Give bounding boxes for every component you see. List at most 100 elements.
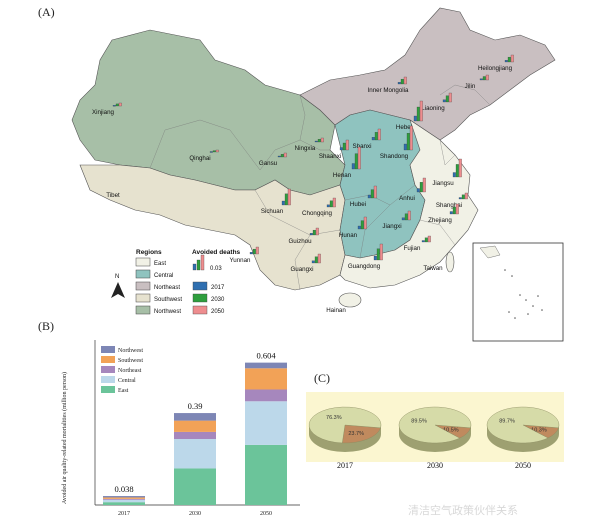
pie-year-2050: 2050 — [515, 461, 531, 470]
legend-label-southwest: Southwest — [118, 358, 143, 364]
province-bar-sichuan-2017 — [281, 200, 285, 206]
province-bar-sichuan-2050 — [287, 188, 291, 206]
province-label-sichuan: Sichuan — [261, 208, 284, 215]
province-bar-shanghai-2050 — [464, 192, 468, 200]
province-bar-henan-2017 — [351, 163, 355, 170]
year-legend-items: 2017 2030 2050 — [192, 281, 225, 315]
regions-legend-title: Regions — [136, 249, 162, 256]
bar-central-2030 — [174, 439, 216, 469]
province-label-shaanxi: Shaanxi — [319, 153, 341, 160]
region-swatch-east — [135, 257, 151, 267]
pie-year-2030: 2030 — [427, 461, 443, 470]
province-bar-ningxia-2017 — [314, 140, 318, 143]
region-label-east: East — [154, 261, 166, 267]
pie-label-2050-1: 10.3% — [531, 428, 547, 434]
province-bar-fujian-2050 — [427, 235, 431, 243]
svg-text:N: N — [115, 274, 119, 280]
pie-charts: 23.7% 76.3% 2017 10.5% 89.5% 2030 10.3% 89.7% 20… — [308, 406, 560, 470]
region-swatch-southwest — [135, 293, 151, 303]
province-bar-liaoning-2030 — [445, 95, 449, 103]
province-bar-hebei-2017 — [413, 115, 417, 122]
province-label-yunnan: Yunnan — [230, 257, 252, 264]
avoided-scale-symbol — [192, 254, 205, 271]
province-bar-anhui-2017 — [416, 188, 420, 193]
region-swatch-central — [135, 269, 151, 279]
province-bar-hunan-2017 — [357, 225, 361, 230]
bar-east-2030 — [174, 468, 216, 505]
province-bar-guangdong-2050 — [379, 243, 383, 261]
province-bar-guangdong-2030 — [376, 248, 380, 261]
panel-label-b: (B) — [38, 319, 54, 333]
bar-northeast-2017 — [103, 498, 145, 500]
province-bar-gansu-2030 — [280, 154, 284, 158]
province-bar-gansu-2050 — [283, 152, 287, 158]
pie-slice-2017-1 — [342, 424, 381, 444]
province-bar-jiangsu-2050 — [458, 158, 462, 178]
province-label-guizhou: Guizhou — [288, 238, 312, 245]
province-label-hunan: Hunan — [339, 232, 358, 239]
province-bar-hunan-2050 — [363, 216, 367, 230]
region-swatch-northwest — [135, 305, 151, 315]
province-bar-guangxi-2030 — [314, 256, 318, 264]
region-label-northeast: Northeast — [154, 285, 180, 291]
province-bar-qinghai-2017 — [209, 151, 213, 153]
x-tick-2050: 2050 — [260, 511, 272, 517]
province-bar-inner-mongolia-2030 — [400, 78, 404, 85]
province-bar-liaoning-2017 — [442, 99, 446, 103]
province-bar-hubei-2030 — [370, 189, 374, 199]
province-label-shanghai: Shanghai — [436, 202, 462, 209]
pie-year-2017: 2017 — [337, 461, 353, 470]
province-bar-guizhou-2030 — [312, 229, 316, 236]
bar-legend: Northwest Southwest Northeast Central East — [101, 346, 143, 394]
province-bar-fujian-2030 — [424, 237, 428, 243]
province-bar-anhui-2050 — [422, 177, 426, 193]
province-bar-anhui-2030 — [419, 182, 423, 193]
avoided-deaths-legend-title: Avoided deaths — [192, 249, 241, 256]
bar-southwest-2030 — [174, 420, 216, 432]
province-bar-jiangxi-2017 — [401, 217, 405, 221]
province-label-taiwan: Taiwan — [423, 265, 443, 272]
province-label-guangdong: Guangdong — [348, 263, 381, 270]
province-bar-shaanxi-2030 — [342, 142, 346, 151]
pie-label-2030-1: 10.5% — [443, 428, 459, 434]
pie-label-2017-0: 76.3% — [326, 415, 342, 421]
province-bar-heilongjiang-2030 — [507, 56, 511, 63]
bar-northwest-2017 — [103, 496, 145, 498]
province-bar-henan-2030 — [354, 153, 358, 170]
x-tick-2017: 2017 — [118, 511, 130, 517]
bar-east-2050 — [245, 444, 287, 505]
province-bar-henan-2050 — [357, 146, 361, 170]
province-label-hubei: Hubei — [350, 201, 366, 208]
year-label-2030: 2030 — [211, 297, 225, 303]
province-bar-hubei-2050 — [373, 185, 377, 199]
province-bar-hebei-2050 — [419, 100, 423, 122]
province-bar-shanxi-2030 — [374, 132, 378, 141]
province-bar-hunan-2030 — [360, 220, 364, 230]
province-bar-guizhou-2050 — [315, 227, 319, 236]
province-bar-jiangsu-2017 — [452, 172, 456, 178]
south-china-sea-inset — [472, 242, 564, 342]
province-label-zhejiang: Zhejiang — [428, 217, 452, 224]
province-label-xinjiang: Xinjiang — [92, 109, 115, 116]
bar-northeast-2030 — [174, 431, 216, 439]
province-bar-guangxi-2017 — [311, 260, 315, 264]
province-label-gansu: Gansu — [259, 160, 278, 167]
bar-northwest-2050 — [245, 362, 287, 369]
province-label-hebei: Hebei — [396, 124, 412, 131]
pie-label-2017-1: 23.7% — [348, 431, 364, 437]
bar-total-2017: 0.038 — [114, 484, 133, 494]
hainan-island — [338, 292, 362, 308]
legend-label-northeast: Northeast — [118, 368, 142, 374]
province-bar-shandong-2050 — [409, 125, 413, 151]
bar-central-2050 — [245, 401, 287, 445]
stacked-bar-chart: Avoided air quality-related mortalities … — [61, 340, 300, 517]
bar-northwest-2030 — [174, 413, 216, 421]
pie-slice-2050-0 — [486, 406, 560, 444]
avoided-scale-value: 0.03 — [210, 266, 222, 272]
province-bar-hubei-2017 — [367, 194, 371, 199]
y-axis-label: Avoided air quality-related mortalities … — [61, 372, 68, 504]
province-bar-jiangsu-2030 — [455, 164, 459, 178]
province-bar-shaanxi-2050 — [345, 139, 349, 151]
